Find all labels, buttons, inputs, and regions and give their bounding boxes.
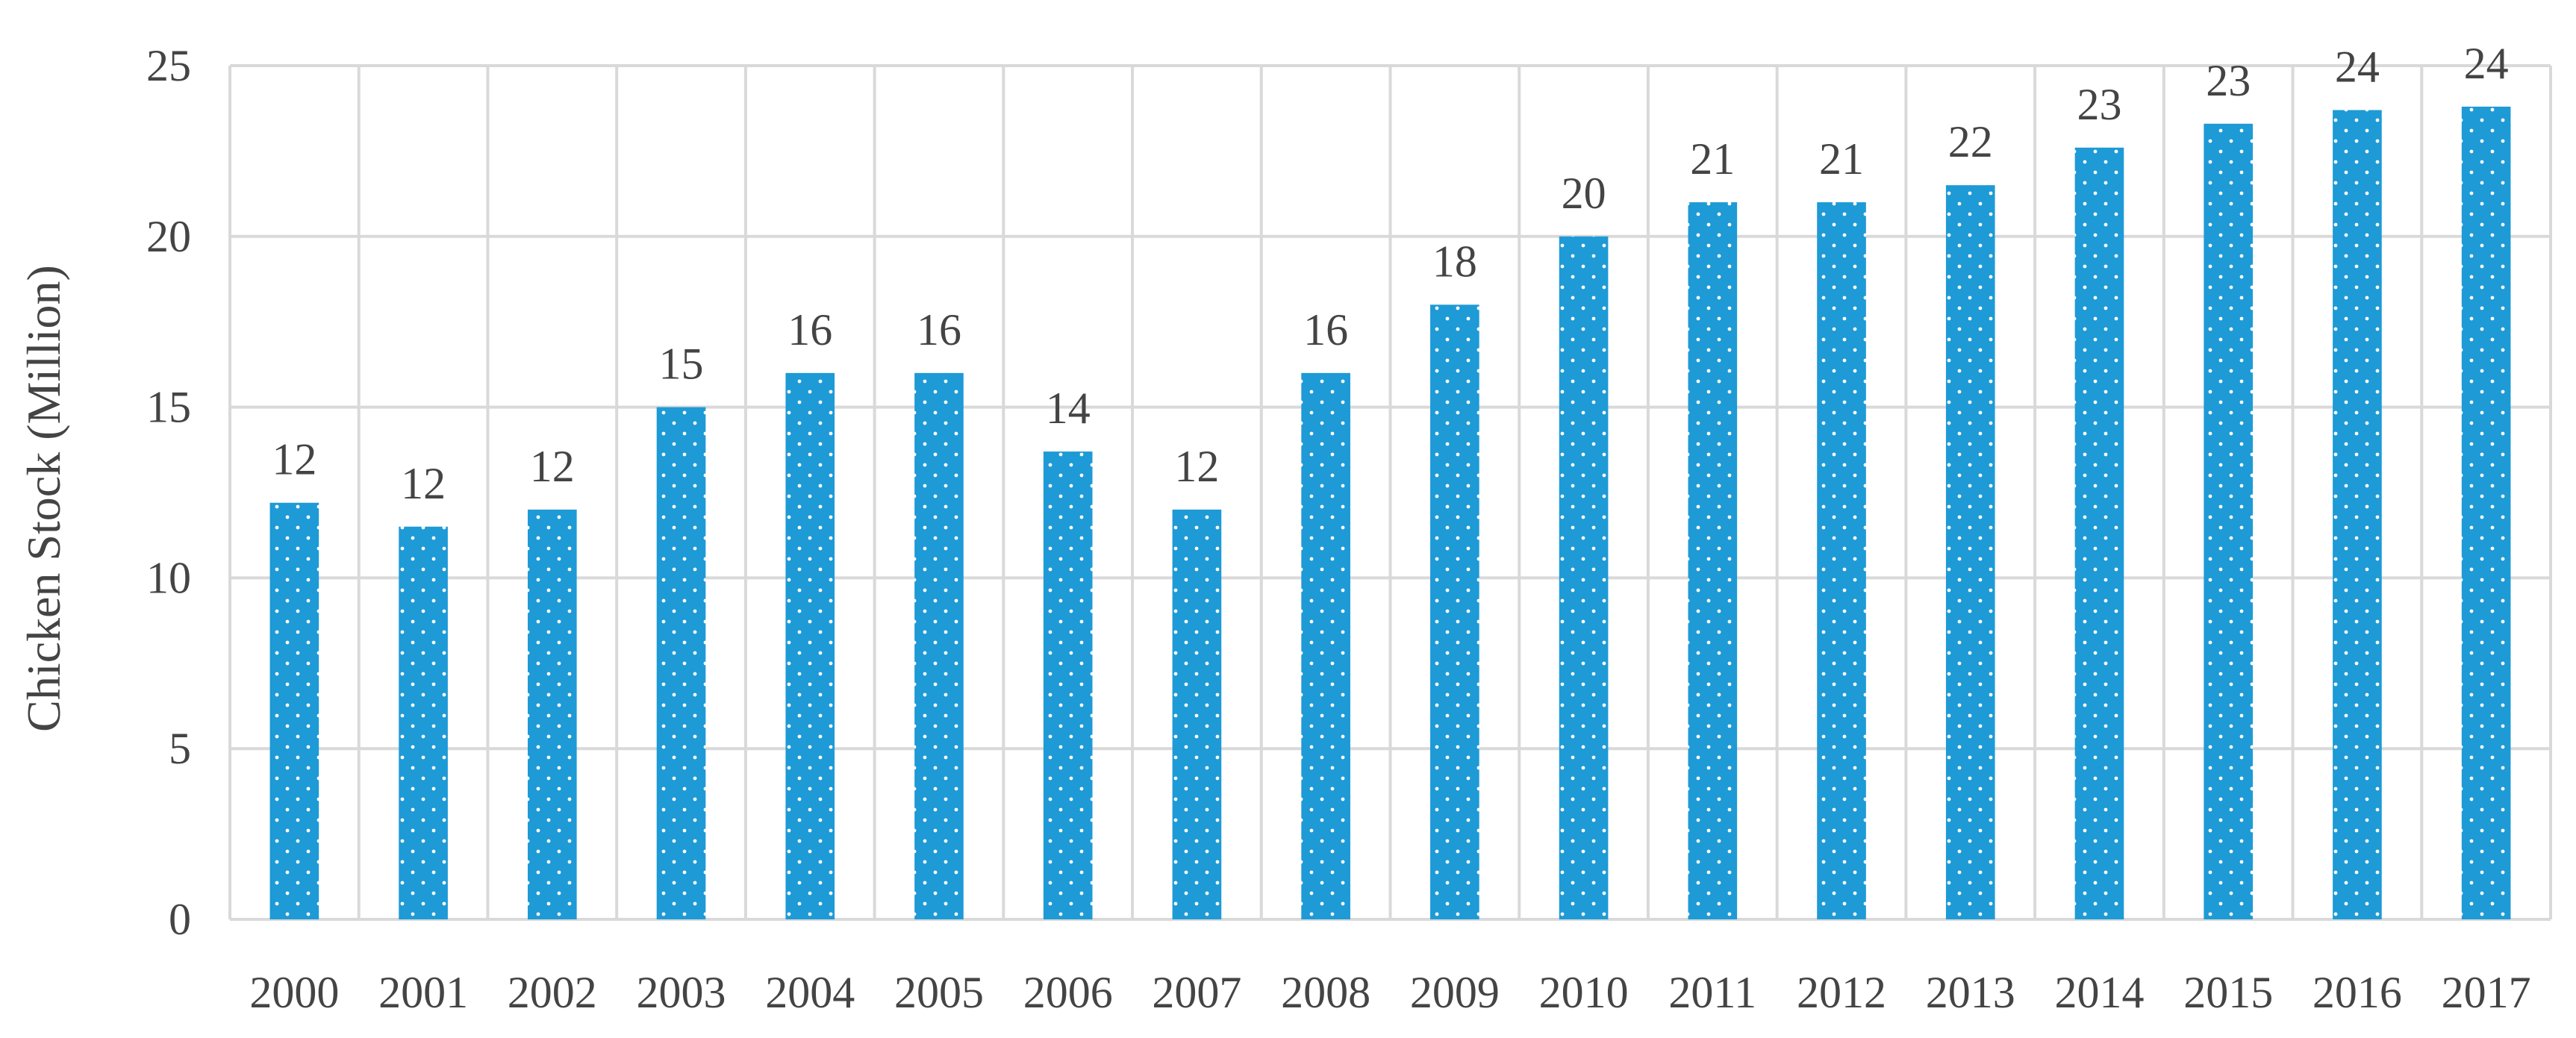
bar bbox=[914, 372, 964, 920]
x-tick-label: 2017 bbox=[2442, 968, 2531, 1017]
data-labels: 12 12 12 15 16 16 14 12 16 18 20 21 21 22 23 23 24 24 bbox=[272, 39, 2508, 508]
x-tick-label: 2001 bbox=[378, 968, 468, 1017]
y-tick-label: 5 bbox=[169, 724, 191, 773]
y-axis-ticks: 0 5 10 15 20 25 bbox=[146, 41, 191, 944]
bar-data-label: 24 bbox=[2335, 42, 2380, 91]
bar bbox=[2204, 123, 2254, 920]
y-tick-label: 0 bbox=[169, 895, 191, 944]
bar bbox=[1043, 451, 1093, 919]
y-axis-title: Chicken Stock (Million) bbox=[17, 265, 70, 732]
bars bbox=[269, 106, 2511, 920]
x-tick-label: 2000 bbox=[249, 968, 339, 1017]
bar-data-label: 24 bbox=[2464, 39, 2509, 88]
bar-data-label: 15 bbox=[659, 340, 704, 389]
bar bbox=[1945, 185, 1995, 919]
x-tick-label: 2003 bbox=[637, 968, 726, 1017]
bar bbox=[399, 526, 448, 919]
bar-data-label: 20 bbox=[1562, 169, 1606, 218]
bar-data-label: 21 bbox=[1690, 134, 1735, 184]
bar bbox=[785, 372, 835, 920]
bar-data-label: 12 bbox=[401, 459, 446, 508]
bar bbox=[527, 509, 577, 919]
x-tick-label: 2006 bbox=[1023, 968, 1113, 1017]
x-tick-label: 2016 bbox=[2313, 968, 2402, 1017]
bar bbox=[1430, 304, 1479, 919]
x-axis-ticks: 2000 2001 2002 2003 2004 2005 2006 2007 2008 2009… bbox=[249, 968, 2530, 1017]
y-tick-label: 15 bbox=[146, 383, 191, 432]
x-tick-label: 2009 bbox=[1410, 968, 1500, 1017]
bar bbox=[656, 407, 706, 919]
y-tick-label: 10 bbox=[146, 553, 191, 602]
x-tick-label: 2011 bbox=[1668, 968, 1756, 1017]
x-tick-label: 2014 bbox=[2054, 968, 2144, 1017]
x-tick-label: 2010 bbox=[1539, 968, 1629, 1017]
x-tick-label: 2015 bbox=[2183, 968, 2273, 1017]
bar-data-label: 18 bbox=[1432, 237, 1477, 286]
bar bbox=[1301, 372, 1350, 920]
bar-data-label: 23 bbox=[2077, 80, 2121, 129]
bar bbox=[1559, 236, 1609, 919]
bar bbox=[269, 502, 319, 919]
bar bbox=[2461, 106, 2511, 920]
y-tick-label: 20 bbox=[146, 212, 191, 261]
bar bbox=[1172, 509, 1222, 919]
bar-data-label: 14 bbox=[1046, 384, 1091, 433]
x-tick-label: 2012 bbox=[1797, 968, 1886, 1017]
x-tick-label: 2013 bbox=[1926, 968, 2015, 1017]
bar bbox=[1688, 202, 1738, 919]
bar-data-label: 22 bbox=[1948, 117, 1993, 166]
y-tick-label: 25 bbox=[146, 41, 191, 90]
bar bbox=[2333, 110, 2382, 919]
bar-data-label: 16 bbox=[1303, 305, 1348, 354]
bar-data-label: 12 bbox=[1174, 442, 1219, 491]
bar bbox=[1817, 202, 1866, 919]
x-tick-label: 2002 bbox=[508, 968, 597, 1017]
bar-data-label: 12 bbox=[272, 435, 316, 484]
bar-data-label: 23 bbox=[2206, 56, 2251, 105]
bar-data-label: 16 bbox=[917, 305, 961, 354]
bar-data-label: 21 bbox=[1819, 134, 1864, 184]
grid bbox=[228, 64, 2552, 921]
x-tick-label: 2004 bbox=[765, 968, 855, 1017]
x-tick-label: 2005 bbox=[894, 968, 984, 1017]
x-tick-label: 2007 bbox=[1152, 968, 1241, 1017]
bar bbox=[2074, 147, 2124, 920]
bar-data-label: 12 bbox=[530, 442, 575, 491]
x-tick-label: 2008 bbox=[1281, 968, 1370, 1017]
bar-data-label: 16 bbox=[788, 305, 832, 354]
